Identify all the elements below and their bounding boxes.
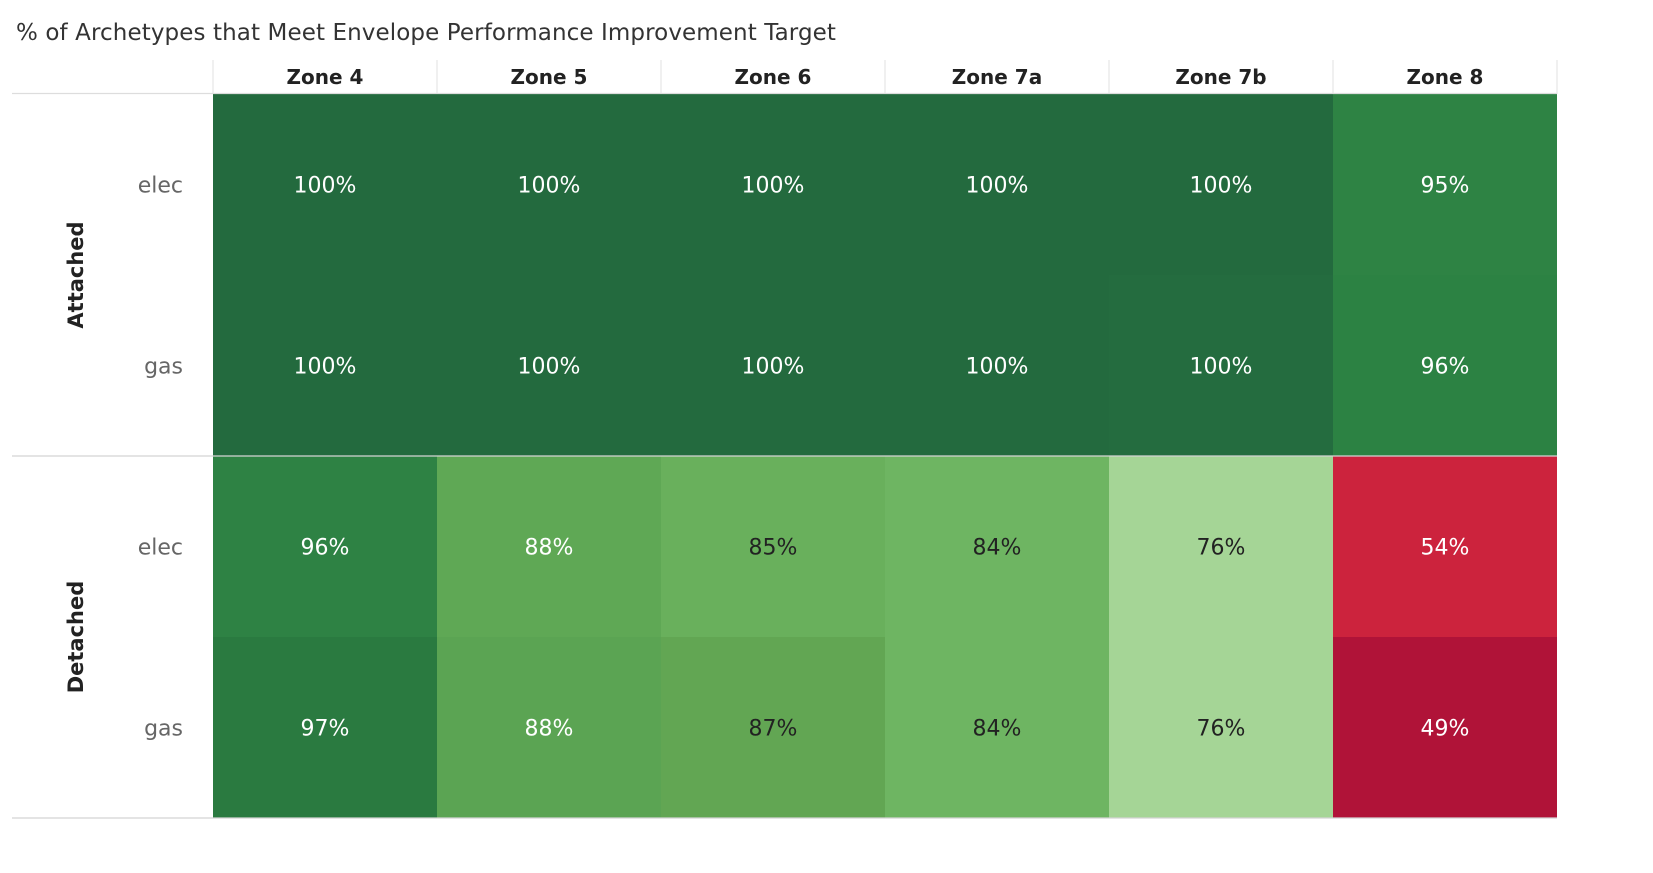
column-header: Zone 6	[735, 65, 812, 89]
cell-value-label: 96%	[1421, 355, 1470, 380]
column-header: Zone 8	[1407, 65, 1484, 89]
row-label: elec	[138, 536, 183, 561]
cell-value-label: 100%	[294, 355, 357, 380]
cell-value-label: 85%	[749, 536, 798, 561]
heatmap-cell	[661, 456, 885, 637]
column-header: Zone 7a	[952, 65, 1042, 89]
row-label: gas	[144, 717, 183, 742]
heatmap-cell	[661, 275, 885, 456]
cell-value-label: 88%	[525, 536, 574, 561]
chart-title: % of Archetypes that Meet Envelope Perfo…	[16, 20, 837, 46]
cell-value-label: 97%	[301, 717, 350, 742]
cell-value-label: 100%	[294, 174, 357, 199]
cell-value-label: 76%	[1197, 536, 1246, 561]
cell-value-label: 95%	[1421, 174, 1470, 199]
cell-value-label: 76%	[1197, 717, 1246, 742]
heatmap-cell	[885, 94, 1109, 275]
heatmap-cell	[437, 94, 661, 275]
heatmap-cell	[213, 94, 437, 275]
heatmap-cell	[437, 275, 661, 456]
cell-value-label: 88%	[525, 717, 574, 742]
cell-value-label: 100%	[518, 355, 581, 380]
row-group-label: Attached	[64, 221, 88, 328]
heatmap-cell	[1109, 456, 1333, 637]
heatmap-cell	[885, 456, 1109, 637]
heatmap-cell	[1333, 637, 1557, 818]
cell-value-label: 100%	[742, 355, 805, 380]
cell-value-label: 100%	[518, 174, 581, 199]
cell-value-label: 84%	[973, 536, 1022, 561]
cell-value-label: 100%	[742, 174, 805, 199]
heatmap-cell	[213, 275, 437, 456]
cell-value-label: 100%	[1190, 355, 1253, 380]
cell-value-label: 100%	[966, 174, 1029, 199]
cell-value-label: 100%	[1190, 174, 1253, 199]
heatmap-cell	[1109, 637, 1333, 818]
heatmap-cell	[437, 637, 661, 818]
heatmap-cell	[1333, 275, 1557, 456]
cell-value-label: 84%	[973, 717, 1022, 742]
cell-value-label: 54%	[1421, 536, 1470, 561]
cell-value-label: 96%	[301, 536, 350, 561]
heatmap-cell	[661, 94, 885, 275]
column-header: Zone 4	[287, 65, 364, 89]
cell-value-label: 87%	[749, 717, 798, 742]
column-header: Zone 7b	[1175, 65, 1266, 89]
heatmap-cell	[661, 637, 885, 818]
row-group-label: Detached	[64, 581, 88, 694]
cell-value-label: 100%	[966, 355, 1029, 380]
heatmap-cell	[885, 275, 1109, 456]
heatmap-cell	[1109, 94, 1333, 275]
heatmap-cell	[213, 456, 437, 637]
heatmap-cell	[437, 456, 661, 637]
row-label: elec	[138, 174, 183, 199]
heatmap-cell	[1333, 94, 1557, 275]
heatmap-cell	[1333, 456, 1557, 637]
heatmap-cell	[885, 637, 1109, 818]
heatmap-cell	[213, 637, 437, 818]
column-header: Zone 5	[511, 65, 588, 89]
row-label: gas	[144, 355, 183, 380]
cell-value-label: 49%	[1421, 717, 1470, 742]
heatmap-cell	[1109, 275, 1333, 456]
